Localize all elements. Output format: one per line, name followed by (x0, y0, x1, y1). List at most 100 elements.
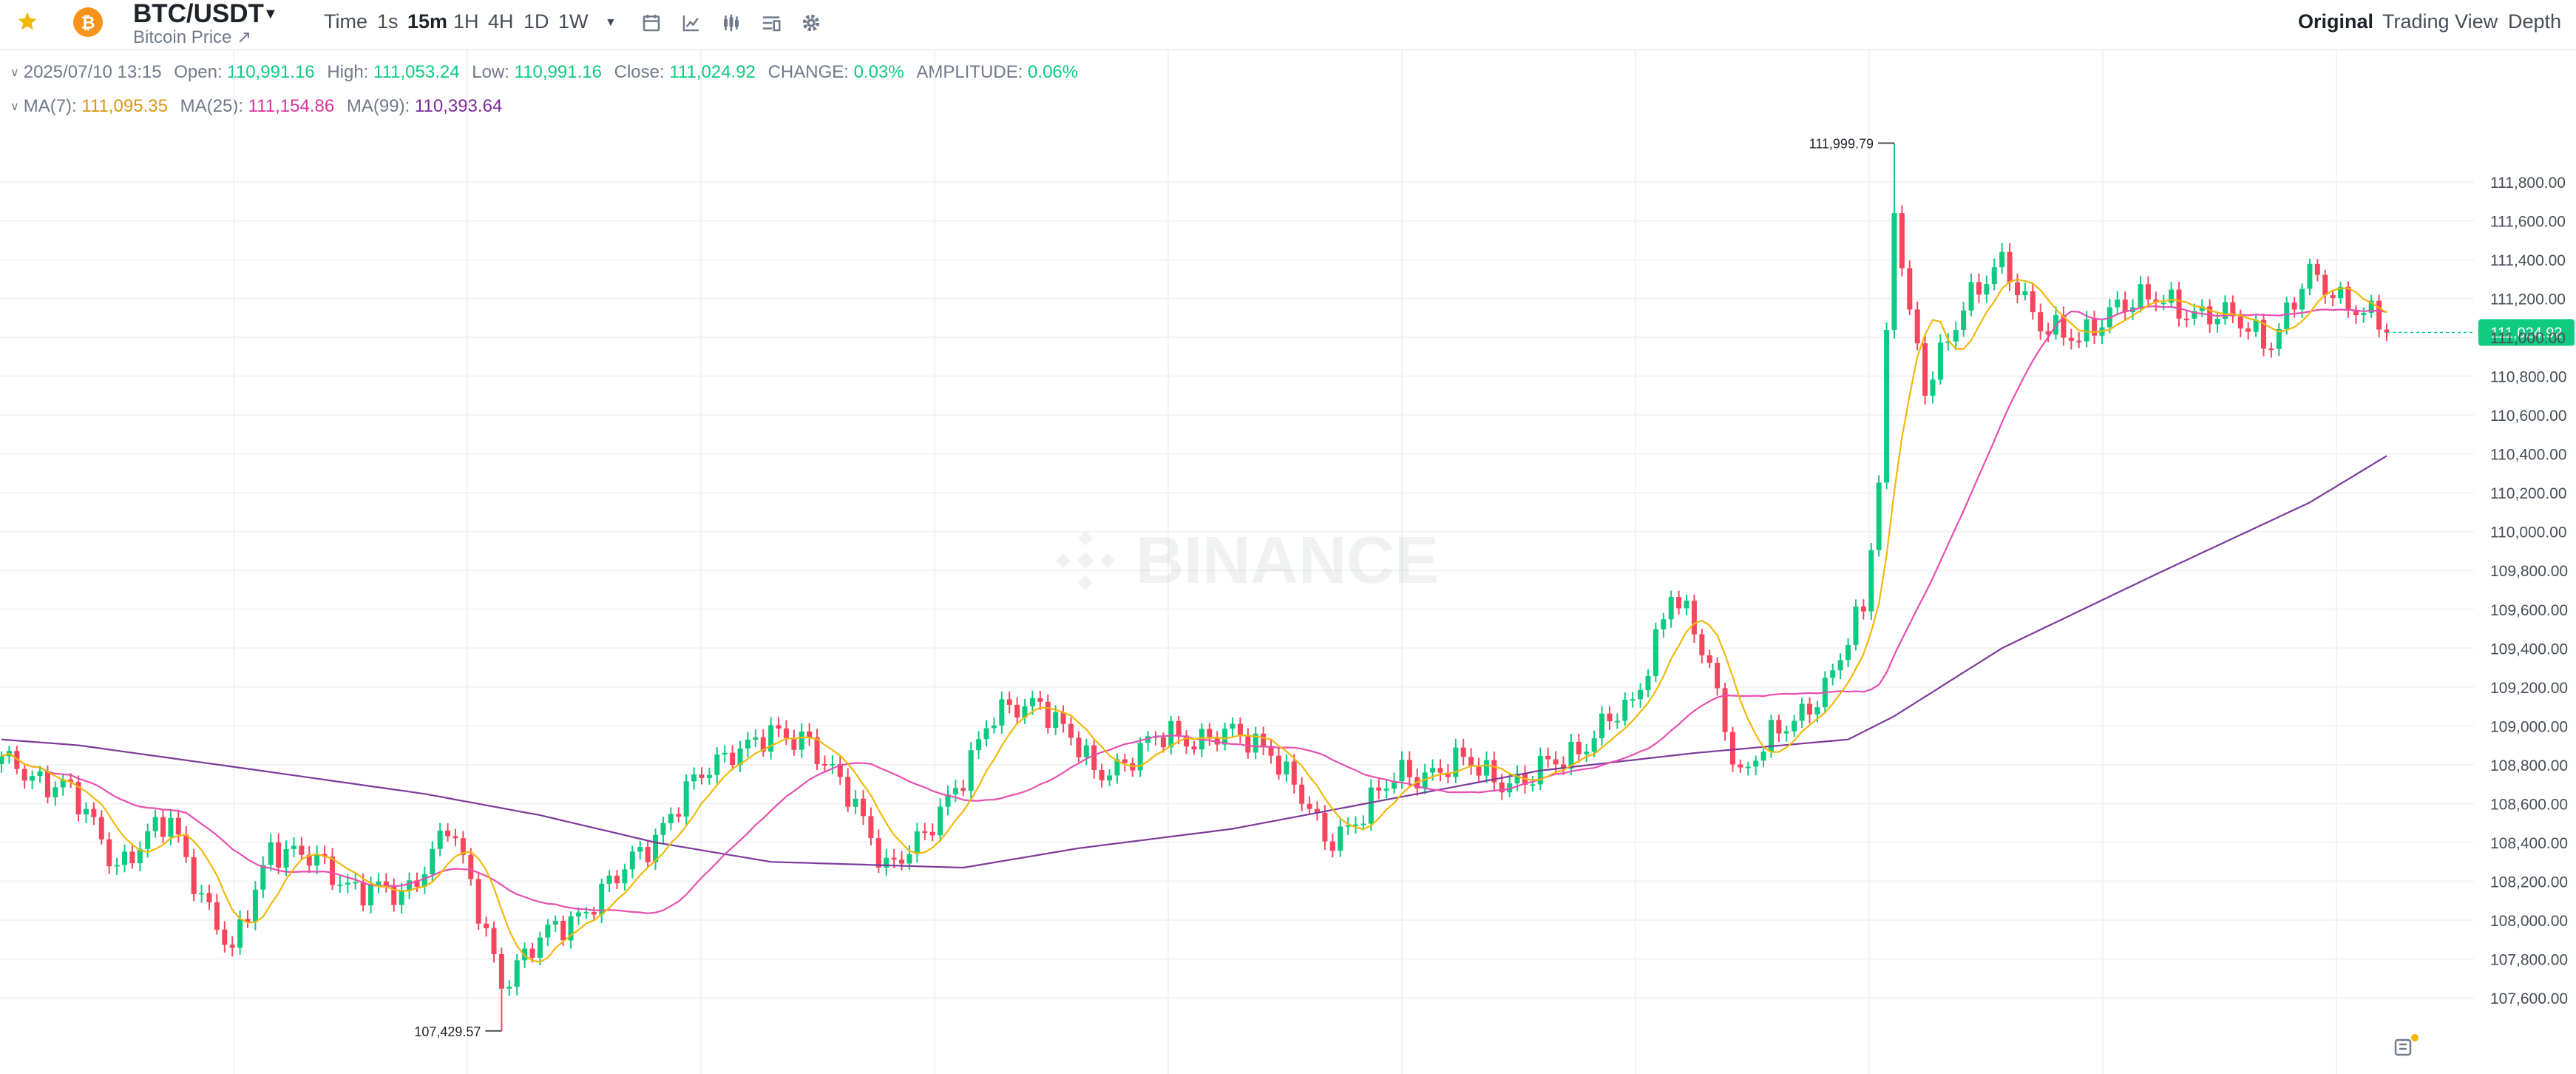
candle[interactable] (1792, 715, 1797, 737)
candle[interactable] (37, 766, 43, 783)
candle[interactable] (714, 747, 720, 784)
candle[interactable] (1676, 590, 1682, 615)
candle[interactable] (453, 828, 458, 847)
candle[interactable] (945, 786, 951, 816)
candle[interactable] (776, 717, 782, 737)
candle[interactable] (837, 755, 843, 786)
timeframe-1h[interactable]: 1H (453, 10, 479, 33)
candle[interactable] (1645, 669, 1651, 698)
candle[interactable] (2291, 297, 2297, 318)
candle[interactable] (1607, 706, 1613, 730)
candle[interactable] (337, 876, 343, 893)
candle[interactable] (1284, 754, 1289, 783)
candle[interactable] (1299, 777, 1305, 811)
candle[interactable] (2237, 309, 2243, 337)
candle[interactable] (2361, 307, 2367, 323)
candle[interactable] (1006, 692, 1012, 714)
candle[interactable] (968, 742, 974, 799)
view-original-button[interactable]: Original (2298, 10, 2374, 33)
candle[interactable] (2284, 297, 2290, 335)
candle[interactable] (2145, 276, 2151, 308)
candle[interactable] (421, 866, 427, 894)
candle[interactable] (629, 845, 635, 879)
candle[interactable] (1406, 751, 1412, 786)
candle[interactable] (299, 837, 305, 861)
candle[interactable] (445, 823, 451, 842)
depth-book-icon[interactable] (2393, 1033, 2422, 1059)
candle[interactable] (437, 823, 443, 857)
candle[interactable] (861, 789, 867, 825)
candle[interactable] (2007, 243, 2013, 291)
candle[interactable] (1491, 752, 1497, 791)
candle[interactable] (2038, 303, 2044, 340)
candle[interactable] (960, 780, 966, 797)
candle[interactable] (2207, 299, 2213, 333)
candle[interactable] (1230, 717, 1236, 737)
candle[interactable] (306, 846, 312, 874)
candle[interactable] (1476, 757, 1482, 782)
candle[interactable] (1130, 757, 1136, 777)
candle[interactable] (1706, 649, 1712, 669)
candle[interactable] (468, 848, 474, 886)
candle[interactable] (814, 729, 820, 771)
candle[interactable] (1376, 779, 1382, 800)
candle[interactable] (2022, 282, 2028, 301)
candle[interactable] (2169, 282, 2175, 308)
timeframe-1w[interactable]: 1W (558, 10, 589, 33)
candle[interactable] (1091, 739, 1097, 779)
candle[interactable] (2222, 295, 2228, 325)
candle[interactable] (91, 802, 97, 825)
candle[interactable] (75, 775, 81, 822)
timeframe-4h[interactable]: 4H (488, 10, 514, 33)
candle[interactable] (1984, 275, 1990, 303)
candle[interactable] (1022, 698, 1028, 724)
candle[interactable] (2192, 303, 2197, 325)
candle[interactable] (1076, 731, 1082, 763)
timeframe-15m[interactable]: 15m (407, 10, 448, 33)
candle[interactable] (591, 906, 597, 922)
candle[interactable] (606, 870, 612, 893)
candle[interactable] (976, 731, 982, 760)
candle[interactable] (760, 729, 766, 757)
candle[interactable] (98, 810, 104, 845)
candle[interactable] (1137, 737, 1143, 777)
candle[interactable] (1153, 731, 1159, 746)
candle[interactable] (1968, 273, 1974, 317)
candle[interactable] (1045, 695, 1051, 734)
candle[interactable] (1845, 638, 1851, 668)
candle[interactable] (768, 717, 774, 760)
candle[interactable] (853, 789, 858, 814)
candle[interactable] (1245, 728, 1251, 759)
candle[interactable] (1930, 371, 1936, 404)
candle[interactable] (168, 809, 174, 845)
candle[interactable] (1576, 734, 1582, 763)
candle[interactable] (1568, 734, 1574, 776)
candle[interactable] (983, 720, 989, 747)
candle[interactable] (1068, 717, 1074, 746)
candle[interactable] (114, 857, 120, 875)
candle[interactable] (383, 873, 389, 893)
candle[interactable] (622, 863, 628, 891)
candle[interactable] (737, 740, 743, 772)
candle[interactable] (1122, 753, 1128, 772)
candle[interactable] (314, 845, 320, 874)
candle[interactable] (1668, 590, 1674, 628)
candle[interactable] (552, 915, 558, 932)
candle[interactable] (491, 921, 497, 963)
candle[interactable] (1437, 759, 1443, 782)
candle[interactable] (699, 767, 705, 785)
calendar-icon[interactable] (640, 12, 662, 34)
candle[interactable] (268, 833, 274, 871)
candle[interactable] (1638, 683, 1644, 708)
candle[interactable] (2014, 273, 2020, 303)
candle[interactable] (599, 878, 605, 924)
candle[interactable] (52, 781, 58, 806)
candle[interactable] (376, 873, 382, 894)
candle[interactable] (1322, 805, 1328, 851)
candle[interactable] (1722, 683, 1728, 741)
candle[interactable] (537, 931, 543, 966)
candle[interactable] (1591, 730, 1597, 757)
candle[interactable] (1268, 739, 1274, 764)
candle[interactable] (575, 907, 581, 925)
candle[interactable] (160, 809, 166, 843)
